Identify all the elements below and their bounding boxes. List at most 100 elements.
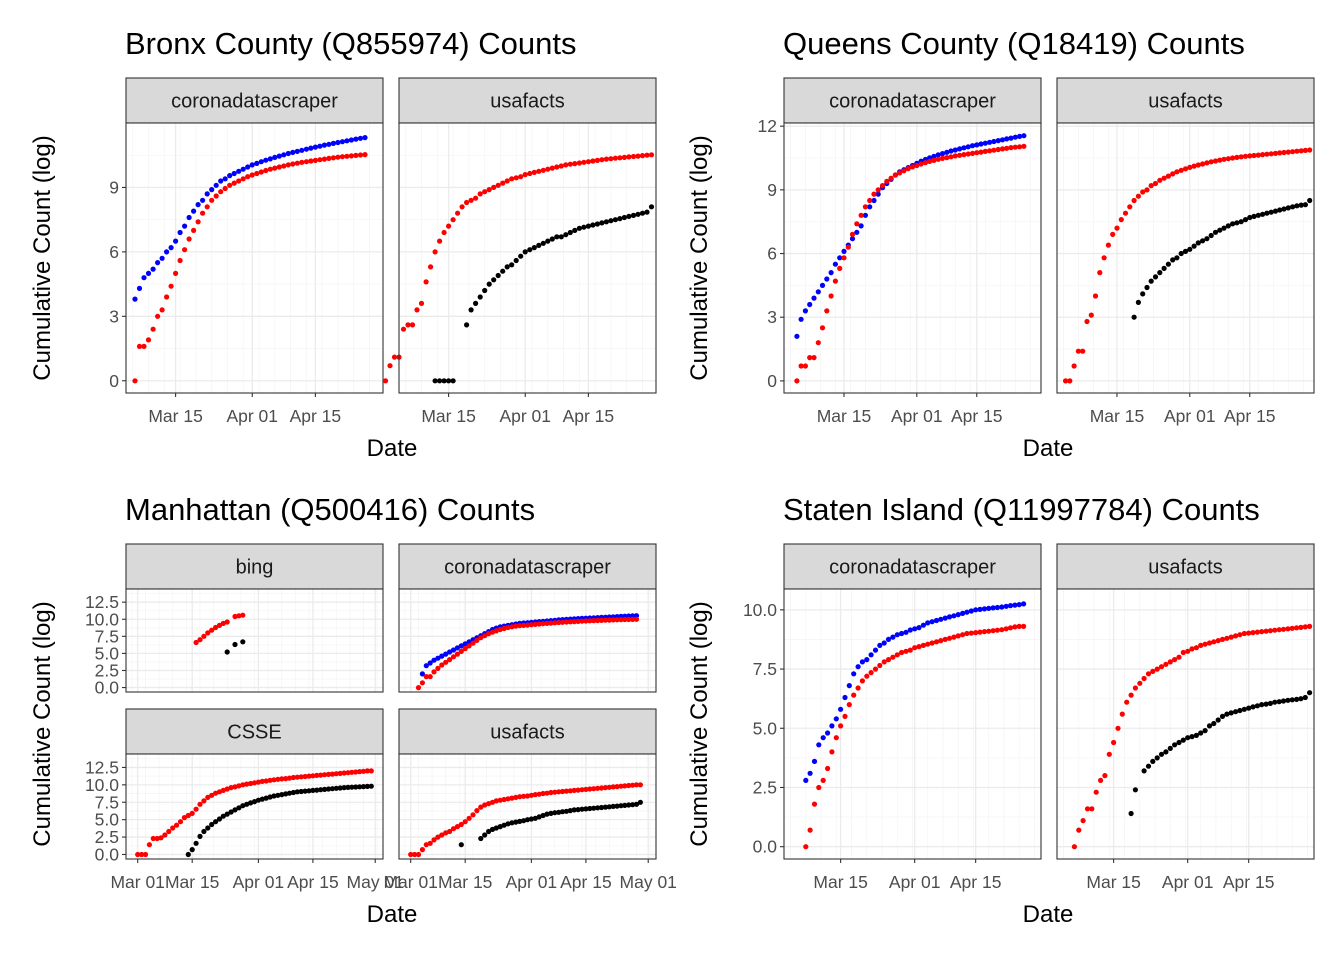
data-point <box>849 236 856 242</box>
data-point <box>318 772 324 778</box>
data-point <box>610 784 616 790</box>
data-point <box>1272 627 1278 633</box>
data-point <box>939 151 946 157</box>
data-point <box>423 842 429 848</box>
panel-border <box>125 122 384 394</box>
data-point <box>1017 144 1023 150</box>
data-point <box>1008 145 1014 151</box>
data-point <box>1264 210 1270 216</box>
data-point <box>1111 739 1117 746</box>
data-point <box>135 851 141 858</box>
data-point <box>1212 158 1219 164</box>
data-point <box>532 621 538 628</box>
data-point <box>245 174 251 180</box>
data-point <box>1017 133 1023 139</box>
data-point <box>536 621 542 627</box>
data-point <box>182 223 188 229</box>
data-point <box>602 804 609 810</box>
facet-strip-label: coronadatascraper <box>444 557 611 579</box>
data-point <box>545 166 551 172</box>
data-point <box>1003 626 1009 632</box>
data-point <box>330 155 336 161</box>
data-point <box>567 619 573 625</box>
data-point <box>622 783 628 789</box>
data-point <box>513 819 519 825</box>
data-point <box>811 801 818 807</box>
data-point <box>1285 626 1291 632</box>
data-point <box>981 606 988 612</box>
data-point <box>205 794 211 801</box>
data-point <box>357 784 363 790</box>
data-point <box>303 159 309 165</box>
data-point <box>263 795 269 801</box>
data-point <box>177 257 183 264</box>
data-point <box>1075 348 1081 354</box>
data-point <box>521 793 527 799</box>
data-point <box>1131 314 1137 320</box>
y-axis-title: Cumulative Count (log) <box>29 601 56 846</box>
data-point <box>803 777 809 784</box>
data-point <box>501 822 507 828</box>
data-point <box>871 191 877 197</box>
data-point <box>209 821 215 828</box>
data-point <box>1307 147 1313 153</box>
x-tick-label: Apr 15 <box>290 406 342 426</box>
data-point <box>881 640 887 646</box>
data-point <box>1267 700 1273 707</box>
data-point <box>132 378 138 384</box>
data-point <box>630 802 636 808</box>
data-point <box>531 245 537 251</box>
data-point <box>454 824 460 830</box>
data-point <box>368 768 374 774</box>
data-point <box>1230 155 1236 161</box>
data-point <box>317 157 323 163</box>
data-point <box>441 229 447 236</box>
data-point <box>1182 248 1189 254</box>
x-tick-label: Mar 15 <box>813 872 867 892</box>
data-point <box>193 806 199 812</box>
data-point <box>231 170 237 177</box>
data-point <box>1119 711 1125 717</box>
data-point <box>213 182 219 188</box>
data-point <box>990 605 996 611</box>
y-tick-label: 0.0 <box>95 844 120 864</box>
facet-strip <box>125 543 384 590</box>
data-point <box>1211 639 1217 645</box>
data-point <box>478 804 484 810</box>
chart-title: Staten Island (Q11997784) Counts <box>783 492 1260 527</box>
data-point <box>614 784 620 790</box>
data-point <box>581 159 587 165</box>
data-point <box>1016 602 1022 608</box>
data-point <box>567 808 573 814</box>
data-point <box>630 153 637 160</box>
data-point <box>1003 603 1009 609</box>
data-point <box>1195 162 1201 168</box>
y-tick-label: 10.0 <box>743 600 777 620</box>
data-point <box>204 204 210 210</box>
x-tick-label: Apr 15 <box>287 872 339 892</box>
data-point <box>1219 636 1226 643</box>
data-point <box>648 152 655 158</box>
data-point <box>598 617 605 624</box>
data-point <box>1259 702 1265 708</box>
data-point <box>563 808 570 814</box>
data-point <box>136 343 143 349</box>
data-point <box>1076 827 1082 833</box>
data-point <box>881 659 887 665</box>
x-axis-title: Date <box>367 901 418 928</box>
data-point <box>216 816 223 822</box>
data-point <box>462 641 468 647</box>
data-point <box>450 826 457 832</box>
data-point <box>325 771 332 778</box>
data-point <box>290 789 296 796</box>
data-point <box>922 160 929 166</box>
data-point <box>306 788 312 794</box>
data-point <box>608 218 614 224</box>
data-point <box>1259 629 1265 635</box>
data-point <box>255 779 261 785</box>
y-tick-label: 6 <box>767 244 777 264</box>
panel-border <box>125 753 384 860</box>
data-point <box>382 378 389 384</box>
y-tick-label: 9 <box>109 177 119 197</box>
data-point <box>951 613 957 619</box>
